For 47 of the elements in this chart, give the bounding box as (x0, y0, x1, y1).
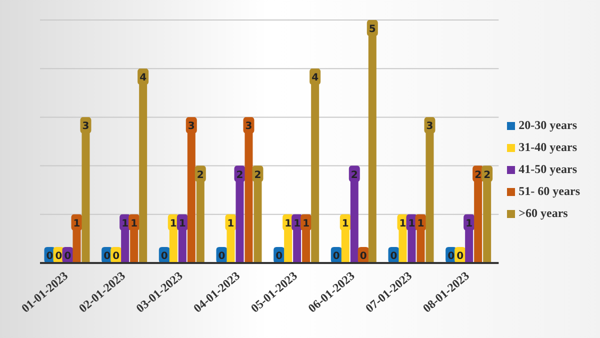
data-label: 0 (55, 251, 62, 262)
legend-label: 41-50 years (518, 162, 577, 176)
data-label: 1 (342, 218, 349, 230)
data-label: 1 (178, 218, 186, 230)
data-label: 0 (46, 251, 54, 262)
data-label: 3 (245, 121, 252, 132)
data-label: 1 (73, 218, 80, 230)
data-label: 1 (170, 218, 177, 230)
data-label: 2 (236, 170, 244, 181)
data-label: 3 (426, 121, 434, 132)
data-label: 1 (130, 218, 138, 230)
legend-label: 51- 60 years (518, 184, 580, 198)
legend-label: >60 years (518, 206, 568, 220)
data-label: 3 (188, 121, 195, 132)
data-label: 2 (474, 170, 482, 181)
data-label: 0 (112, 251, 120, 262)
data-label: 4 (140, 72, 147, 84)
data-label: 0 (390, 251, 398, 262)
data-label: 1 (466, 218, 473, 230)
data-label: 1 (294, 218, 301, 230)
legend-label: 20-30 years (518, 118, 577, 132)
data-label: 2 (484, 170, 491, 181)
data-label: 0 (104, 251, 111, 262)
data-label: 0 (64, 251, 72, 262)
data-label: 3 (82, 121, 90, 132)
data-label: 0 (276, 251, 283, 262)
bar (139, 68, 148, 263)
data-label: 1 (417, 218, 424, 230)
data-label: 0 (360, 251, 367, 262)
data-label: 1 (302, 218, 310, 230)
data-label: 0 (218, 251, 226, 262)
data-label: 0 (160, 251, 168, 262)
data-label: 2 (196, 170, 204, 181)
data-label: 1 (122, 218, 129, 230)
data-label: 2 (350, 170, 358, 181)
data-label: 2 (254, 170, 262, 181)
data-label: 1 (399, 218, 406, 230)
data-label: 5 (368, 24, 376, 35)
data-label: 4 (312, 72, 319, 84)
data-label: 1 (408, 218, 416, 230)
data-label: 1 (227, 218, 234, 230)
data-label: 0 (332, 251, 340, 262)
data-label: 0 (456, 251, 464, 262)
data-label: 0 (448, 251, 455, 262)
bar (311, 68, 320, 263)
legend-label: 31-40 years (518, 140, 577, 154)
data-label: 1 (284, 218, 292, 230)
